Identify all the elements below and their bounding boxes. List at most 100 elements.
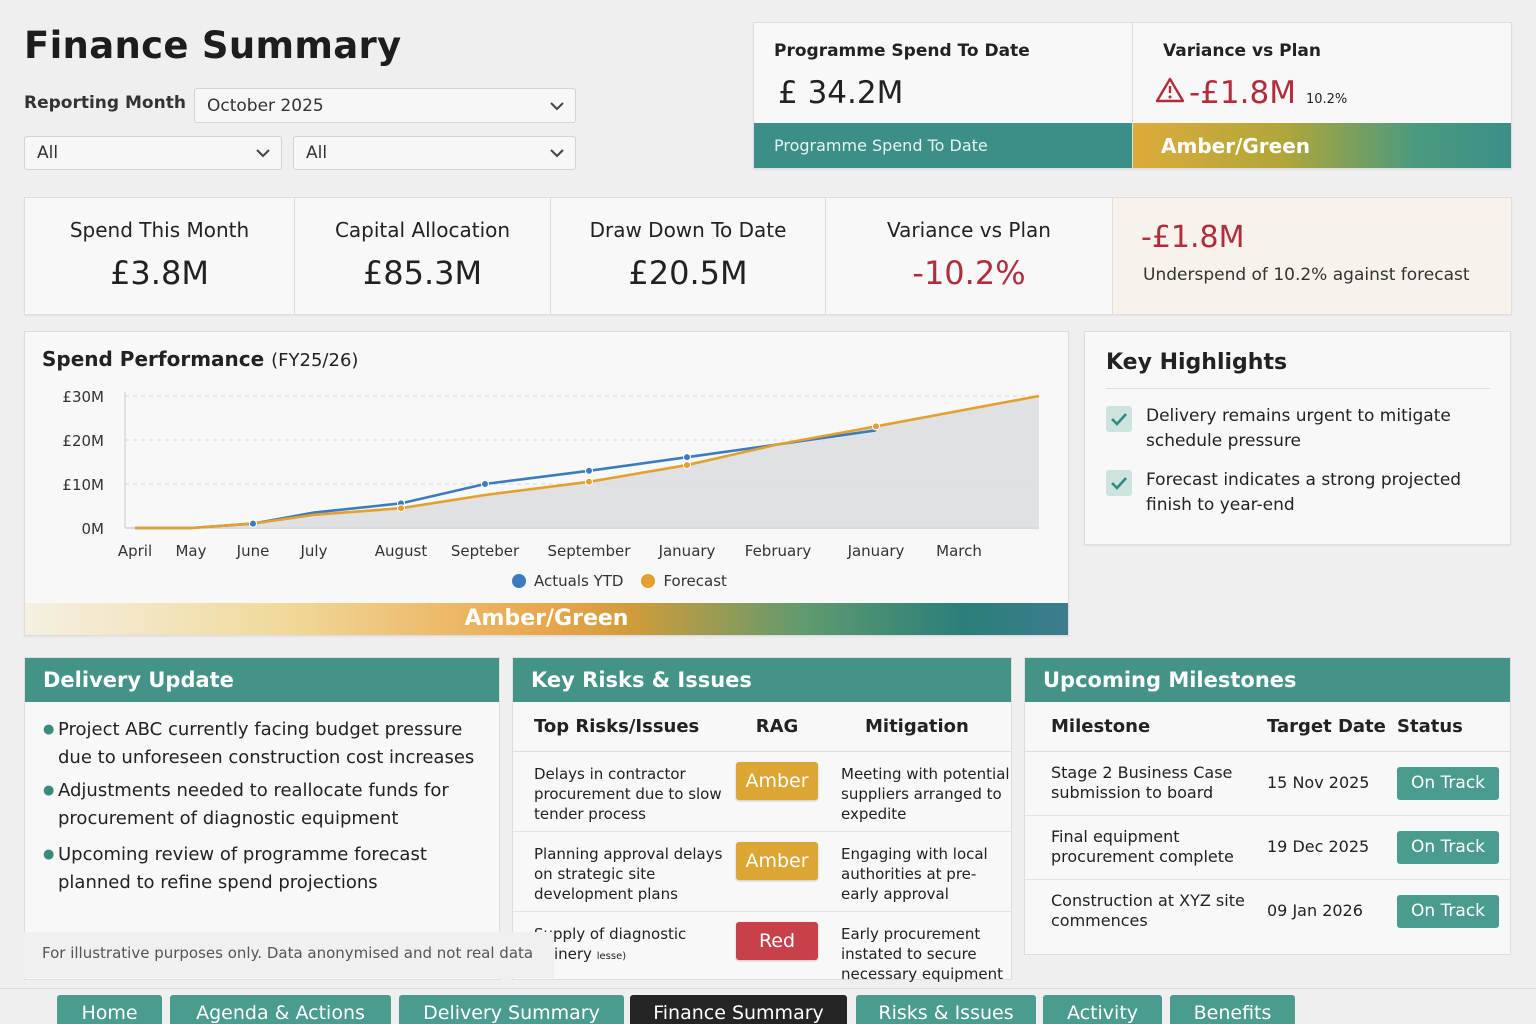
column-header: RAG xyxy=(725,702,829,752)
status-cell: On Track xyxy=(1397,815,1511,880)
capital-allocation-value: £85.3M xyxy=(362,254,483,292)
reporting-month-value: October 2025 xyxy=(207,95,324,116)
milestones-header: Upcoming Milestones xyxy=(1025,658,1510,702)
reporting-month-select[interactable]: October 2025 xyxy=(194,88,576,123)
tab-agenda-actions[interactable]: Agenda & Actions xyxy=(170,995,391,1024)
disclaimer: For illustrative purposes only. Data ano… xyxy=(24,932,554,978)
y-tick-label: £30M xyxy=(62,388,104,406)
rag-cell: Amber xyxy=(725,751,829,832)
x-tick-label: Septeber xyxy=(451,542,520,560)
status-cell: On Track xyxy=(1397,751,1511,816)
table-header-row: Milestone Target Date Status xyxy=(1025,702,1511,752)
bullet-icon: ● xyxy=(43,722,55,737)
chart-subtitle: (FY25/26) xyxy=(271,350,359,371)
forecast-point xyxy=(872,422,880,431)
list-item: ● Adjustments needed to reallocate funds … xyxy=(43,777,493,833)
highlight-item: Delivery remains urgent to mitigate sche… xyxy=(1106,404,1486,454)
chart-title-text: Spend Performance xyxy=(42,347,265,371)
milestone-date: 19 Dec 2025 xyxy=(1267,815,1397,880)
legend-forecast: Forecast xyxy=(641,572,727,590)
programme-spend-label: Programme Spend To Date xyxy=(774,41,1030,61)
tab-risks-issues[interactable]: Risks & Issues xyxy=(856,995,1036,1024)
risk-text: Delays in contractor procurement due to … xyxy=(513,751,725,832)
x-tick-label: June xyxy=(236,542,270,560)
draw-down-value: £20.5M xyxy=(628,254,748,292)
tab-home[interactable]: Home xyxy=(57,995,162,1024)
forecast-point xyxy=(683,461,691,470)
checkmark-icon xyxy=(1106,470,1132,496)
legend-actuals-marker xyxy=(512,574,526,588)
column-header: Milestone xyxy=(1025,702,1267,752)
milestone-name: Construction at XYZ site commences xyxy=(1051,891,1245,931)
status-badge: On Track xyxy=(1397,894,1499,928)
highlight-text: Delivery remains urgent to mitigate sche… xyxy=(1146,406,1451,451)
legend-actuals: Actuals YTD xyxy=(512,572,623,590)
actuals-point xyxy=(481,480,489,488)
table-row: Planning approval delays on strategic si… xyxy=(513,831,1011,912)
table-header-row: Top Risks/Issues RAG Mitigation xyxy=(513,702,1011,752)
actuals-point xyxy=(585,466,593,475)
mitigation-text: Meeting with potential suppliers arrange… xyxy=(829,751,1011,832)
tab-finance-summary[interactable]: Finance Summary xyxy=(630,995,847,1024)
spend-month-label: Spend This Month xyxy=(69,218,250,242)
table-row: Stage 2 Business Case submission to boar… xyxy=(1025,751,1511,816)
tab-benefits[interactable]: Benefits xyxy=(1170,995,1295,1024)
filter-select-2[interactable]: All xyxy=(293,136,576,170)
milestone-name: Stage 2 Business Case submission to boar… xyxy=(1025,751,1267,816)
legend-forecast-label: Forecast xyxy=(663,572,727,590)
underspend-value: -£1.8M xyxy=(1141,220,1245,255)
bullet-icon: ● xyxy=(43,783,55,798)
x-tick-label: May xyxy=(175,542,206,560)
tab-delivery-summary[interactable]: Delivery Summary xyxy=(399,995,624,1024)
forecast-point xyxy=(397,504,405,513)
variance-plan-label: Variance vs Plan xyxy=(887,218,1051,242)
underspend-card: -£1.8M Underspend of 10.2% against forec… xyxy=(1113,198,1511,314)
spend-month-card: Spend This Month £3.8M xyxy=(25,198,295,314)
risks-table: Top Risks/Issues RAG Mitigation Delays i… xyxy=(513,702,1011,991)
actuals-point xyxy=(249,519,257,528)
status-cell: On Track xyxy=(1397,879,1511,943)
underspend-text: Underspend of 10.2% against forecast xyxy=(1143,265,1470,285)
chart-legend: Actuals YTD Forecast xyxy=(512,572,727,590)
x-tick-label: July xyxy=(300,542,328,560)
variance-label: Variance vs Plan xyxy=(1163,41,1321,61)
forecast-point xyxy=(585,477,593,486)
list-item: ● Upcoming review of programme forecast p… xyxy=(43,841,493,897)
tab-activity[interactable]: Activity xyxy=(1043,995,1162,1024)
table-row: Supply of diagnostic Chinery lesse) Red … xyxy=(513,911,1011,991)
table-row: Construction at XYZ site commences 09 Ja… xyxy=(1025,879,1511,943)
spend-month-value: £3.8M xyxy=(110,254,209,292)
series-line-forecast xyxy=(135,394,1040,530)
variance-value: -£1.8M xyxy=(1189,75,1296,111)
highlight-item: Forecast indicates a strong projected fi… xyxy=(1106,468,1486,518)
filter-2-value: All xyxy=(306,143,328,163)
spend-performance-chart: Spend Performance (FY25/26) £30M £20M £10M… xyxy=(24,331,1069,636)
chevron-down-icon xyxy=(550,101,564,110)
filter-select-1[interactable]: All xyxy=(24,136,282,170)
delivery-update-panel: Delivery Update ● Project ABC currently f… xyxy=(24,657,500,980)
draw-down-card: Draw Down To Date £20.5M xyxy=(551,198,826,314)
chart-title: Spend Performance (FY25/26) xyxy=(42,347,358,371)
delivery-update-header: Delivery Update xyxy=(25,658,499,702)
milestone-date: 15 Nov 2025 xyxy=(1267,751,1397,816)
bottom-nav: Home Agenda & Actions Delivery Summary F… xyxy=(0,988,1536,1024)
y-tick-label: £20M xyxy=(62,432,104,450)
y-tick-label: 0M xyxy=(82,520,105,538)
key-risks-panel: Key Risks & Issues Top Risks/Issues RAG … xyxy=(512,657,1012,983)
key-highlights-card: Key Highlights Delivery remains urgent t… xyxy=(1084,331,1511,545)
filter-1-value: All xyxy=(37,143,59,163)
variance-percent: 10.2% xyxy=(1305,92,1348,107)
actuals-point xyxy=(683,453,691,462)
column-header: Top Risks/Issues xyxy=(513,702,725,752)
highlight-text: Forecast indicates a strong projected fi… xyxy=(1146,470,1462,515)
mitigation-text: Engaging with local authorities at pre-e… xyxy=(829,831,1011,912)
chart-canvas: £30M £20M £10M 0M April May June July August Sept… xyxy=(62,388,1040,560)
chevron-down-icon xyxy=(550,149,564,158)
forecast-area xyxy=(125,396,1039,528)
x-tick-label: January xyxy=(847,542,905,560)
legend-forecast-marker xyxy=(641,574,656,588)
draw-down-label: Draw Down To Date xyxy=(589,218,787,242)
rag-badge: Red xyxy=(736,921,818,960)
x-tick-label: January xyxy=(658,542,716,560)
list-item: ● Project ABC currently facing budget pre… xyxy=(43,716,493,772)
